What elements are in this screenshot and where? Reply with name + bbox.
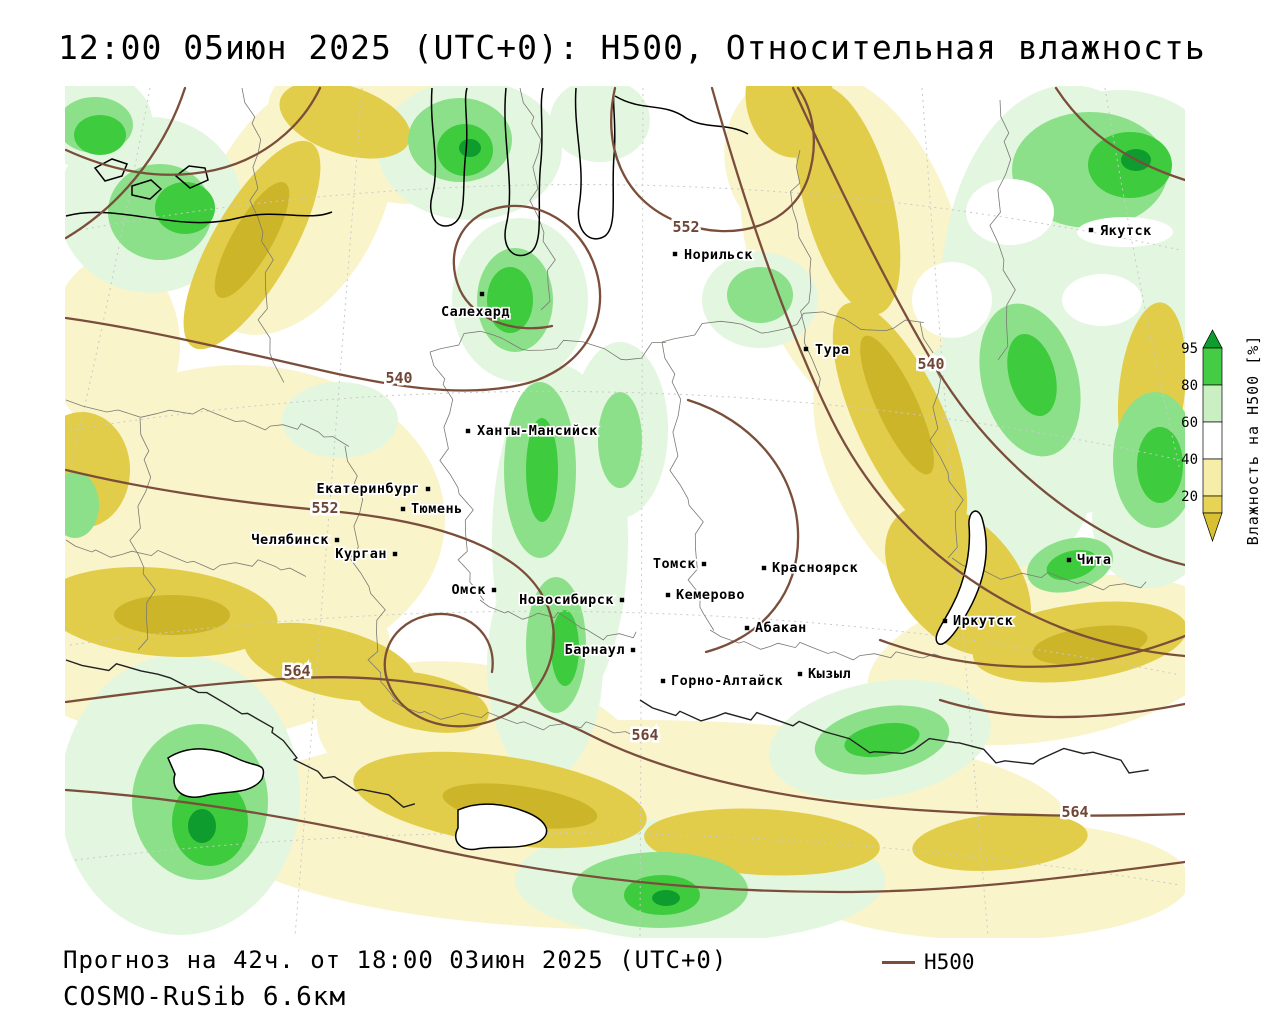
city-dot xyxy=(400,506,406,512)
colorbar-label: Влажность на H500 [%] xyxy=(1244,335,1262,546)
colorbar-tick: 95 xyxy=(1181,341,1198,357)
city-dot xyxy=(619,597,625,603)
city-dot xyxy=(465,428,471,434)
city-marker: Абакан xyxy=(744,618,808,638)
contour-labels: 552 540 540 552 564 564 564 xyxy=(281,216,1091,824)
city-label: Екатеринбург xyxy=(316,481,420,497)
contour-value-label: 540 xyxy=(385,369,412,387)
city-label: Омск xyxy=(451,582,486,598)
city-label: Горно-Алтайск xyxy=(671,673,783,689)
humidity-field xyxy=(65,86,1185,938)
coastlines xyxy=(65,87,987,851)
forecast-info: Прогноз на 42ч. от 18:00 03июн 2025 (UTC… xyxy=(63,946,728,974)
lake-south xyxy=(455,803,548,851)
colorbar-tick: 60 xyxy=(1181,415,1198,431)
city-marker: Челябинск xyxy=(250,530,340,550)
city-marker: Чита xyxy=(1066,550,1113,570)
contour-value-label: 552 xyxy=(311,499,338,517)
city-label: Салехард xyxy=(441,304,510,320)
city-dot xyxy=(942,618,948,624)
city-marker: Иркутск xyxy=(942,611,1015,631)
city-label: Ханты-Мансийск xyxy=(477,423,598,439)
colorbar-segments: 95 80 60 40 20 xyxy=(1181,329,1223,543)
city-marker: Барнаул xyxy=(563,640,636,660)
city-markers: Якутск Норильск Салехард Тура Ханты-Мансийск… xyxy=(250,221,1153,691)
contour-value-label: 552 xyxy=(672,218,699,236)
city-marker: Омск xyxy=(450,580,497,600)
city-marker: Томск xyxy=(651,554,707,574)
h500-legend: H500 xyxy=(882,950,975,974)
lake-baikal xyxy=(935,510,987,645)
city-label: Красноярск xyxy=(772,560,858,576)
city-dot xyxy=(660,678,666,684)
city-label: Курган xyxy=(335,546,387,562)
map-title: 12:00 05июн 2025 (UTC+0): H500, Относите… xyxy=(58,28,1206,67)
city-marker: Тюмень xyxy=(400,499,464,519)
city-marker: Горно-Алтайск xyxy=(660,671,784,691)
city-marker: Красноярск xyxy=(761,558,859,578)
city-dot xyxy=(701,561,707,567)
city-label: Барнаул xyxy=(565,642,625,658)
model-info: COSMO-RuSib 6.6км xyxy=(63,982,347,1012)
city-dot xyxy=(803,346,809,352)
city-label: Томск xyxy=(653,556,696,572)
lake-southwest xyxy=(167,748,265,798)
region-borders xyxy=(65,87,1149,808)
city-dot xyxy=(630,647,636,653)
city-label: Новосибирск xyxy=(519,592,614,608)
city-marker: Тура xyxy=(803,340,851,360)
city-dot xyxy=(672,251,678,257)
city-dot xyxy=(761,565,767,571)
city-dot xyxy=(797,671,803,677)
h500-legend-label: H500 xyxy=(924,950,975,974)
city-dot xyxy=(479,291,485,297)
contour-value-label: 540 xyxy=(917,355,944,373)
city-label: Кызыл xyxy=(808,666,851,682)
contour-value-label: 564 xyxy=(1061,803,1088,821)
city-marker: Курган xyxy=(334,544,398,564)
city-marker: Кызыл xyxy=(797,664,852,684)
colorbar-tick: 20 xyxy=(1181,489,1198,505)
city-label: Иркутск xyxy=(953,613,1013,629)
h500-legend-line-sample xyxy=(882,960,915,964)
h500-contours xyxy=(65,86,1185,894)
city-marker: Новосибирск xyxy=(517,590,625,610)
city-label: Чита xyxy=(1077,552,1112,568)
city-dot xyxy=(491,587,497,593)
city-marker: Салехард xyxy=(439,291,511,322)
city-label: Кемерово xyxy=(676,587,745,603)
city-label: Норильск xyxy=(684,247,753,263)
city-dot xyxy=(425,486,431,492)
contour-value-label: 564 xyxy=(283,662,310,680)
city-marker: Якутск xyxy=(1088,221,1153,241)
city-label: Абакан xyxy=(755,620,807,636)
city-marker: Екатеринбург xyxy=(315,479,431,499)
city-marker: Норильск xyxy=(672,245,754,265)
city-dot xyxy=(665,592,671,598)
contour-value-label: 564 xyxy=(631,726,658,744)
city-dot xyxy=(1088,227,1094,233)
colorbar: 95 80 60 40 20 Влажность на H500 [%] xyxy=(1181,329,1262,546)
city-label: Челябинск xyxy=(251,532,329,548)
city-marker: Кемерово xyxy=(665,585,746,605)
colorbar-tick: 40 xyxy=(1181,452,1198,468)
city-dot xyxy=(1066,557,1072,563)
city-dot xyxy=(744,625,750,631)
city-label: Тура xyxy=(815,342,850,358)
city-label: Тюмень xyxy=(411,501,463,517)
city-marker: Ханты-Мансийск xyxy=(465,421,599,441)
colorbar-tick: 80 xyxy=(1181,378,1198,394)
city-label: Якутск xyxy=(1100,223,1152,239)
city-dot xyxy=(392,551,398,557)
city-dot xyxy=(334,537,340,543)
